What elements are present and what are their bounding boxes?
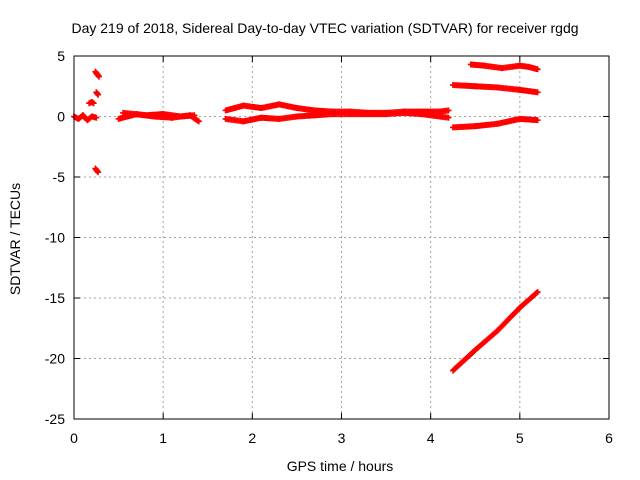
x-axis-label: GPS time / hours — [287, 458, 394, 474]
plot-frame — [73, 55, 610, 420]
data-point — [95, 91, 102, 98]
data-point — [445, 114, 452, 121]
y-axis-label: SDTVAR / TECUs — [7, 183, 23, 295]
data-point — [195, 118, 202, 125]
x-tick-label: 2 — [248, 430, 256, 446]
y-tick-label: 5 — [57, 48, 65, 64]
data-points — [71, 61, 541, 374]
data-point — [534, 89, 541, 96]
x-tick-label: 4 — [427, 430, 435, 446]
x-tick-label: 5 — [516, 430, 524, 446]
axis-ticks: 5 0 -5 -10 -15 -20 -25 0 1 2 3 4 5 6 — [45, 48, 613, 446]
y-tick-label: -5 — [53, 169, 66, 185]
data-point — [191, 112, 198, 119]
data-point — [95, 169, 102, 176]
data-point — [534, 288, 541, 295]
data-point — [533, 289, 540, 296]
data-point — [534, 117, 541, 124]
x-tick-label: 0 — [70, 430, 78, 446]
data-point — [93, 114, 100, 121]
data-point — [90, 100, 97, 107]
y-tick-label: -25 — [45, 411, 65, 427]
x-tick-label: 3 — [338, 430, 346, 446]
chart-title: Day 219 of 2018, Sidereal Day-to-day VTE… — [71, 20, 578, 36]
y-tick-label: 0 — [57, 109, 65, 125]
y-tick-label: -20 — [45, 351, 65, 367]
y-tick-label: -15 — [45, 290, 65, 306]
x-tick-label: 1 — [159, 430, 167, 446]
x-tick-label: 6 — [605, 430, 613, 446]
data-point — [95, 73, 102, 80]
data-point — [534, 66, 541, 73]
y-tick-label: -10 — [45, 230, 65, 246]
data-point — [445, 107, 452, 114]
